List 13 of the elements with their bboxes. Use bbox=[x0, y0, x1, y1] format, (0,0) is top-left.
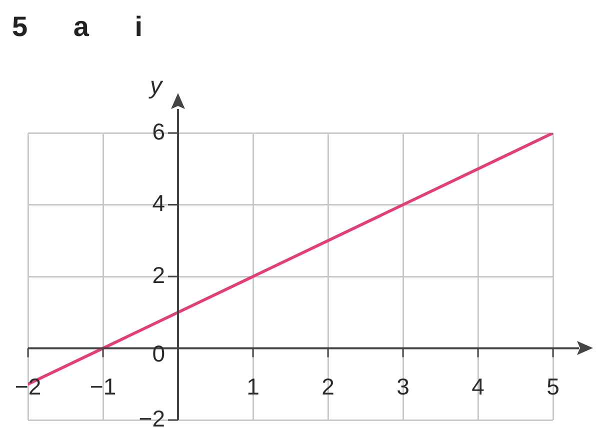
y-tick-label: 2 bbox=[152, 262, 165, 288]
x-tick-label: 5 bbox=[546, 374, 560, 400]
y-tick-label: 6 bbox=[152, 118, 165, 144]
chart-title: 5 a i bbox=[12, 10, 142, 44]
x-tick-label: −1 bbox=[90, 374, 116, 400]
x-tick-label: 4 bbox=[472, 374, 485, 400]
y-axis-title: y bbox=[148, 72, 164, 100]
x-tick-label: 1 bbox=[246, 374, 260, 400]
x-tick-label: −2 bbox=[14, 374, 42, 400]
x-tick-label: 2 bbox=[322, 374, 334, 400]
x-tick-label: 3 bbox=[396, 374, 410, 400]
y-tick-label: −2 bbox=[138, 405, 165, 432]
y-tick-label: 4 bbox=[152, 190, 166, 216]
